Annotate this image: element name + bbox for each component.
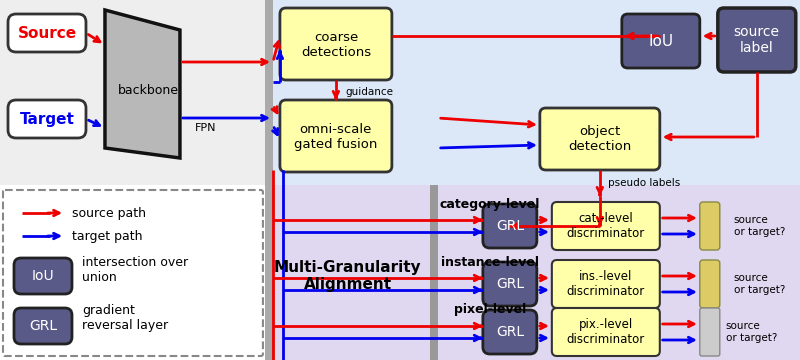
Text: pseudo labels: pseudo labels <box>608 178 680 188</box>
Text: GRL: GRL <box>29 319 57 333</box>
Text: GRL: GRL <box>496 325 524 339</box>
Text: source
or target?: source or target? <box>734 215 785 237</box>
Text: coarse
detections: coarse detections <box>301 31 371 59</box>
Text: target path: target path <box>72 230 142 243</box>
Text: source
or target?: source or target? <box>726 321 777 343</box>
FancyBboxPatch shape <box>8 14 86 52</box>
Polygon shape <box>105 10 180 158</box>
Text: IoU: IoU <box>648 33 674 49</box>
Bar <box>430 185 438 360</box>
Text: instance-level: instance-level <box>441 256 539 269</box>
Text: IoU: IoU <box>32 269 54 283</box>
FancyBboxPatch shape <box>280 100 392 172</box>
Text: source path: source path <box>72 207 146 220</box>
FancyBboxPatch shape <box>552 202 660 250</box>
Text: pix.-level
discriminator: pix.-level discriminator <box>566 318 645 346</box>
FancyBboxPatch shape <box>552 308 660 356</box>
Text: pixel-level: pixel-level <box>454 303 526 316</box>
FancyBboxPatch shape <box>8 100 86 138</box>
FancyBboxPatch shape <box>3 190 263 356</box>
Text: Multi-Granularity
Alignment: Multi-Granularity Alignment <box>274 260 422 292</box>
Text: Source: Source <box>18 26 77 41</box>
Bar <box>268 185 800 360</box>
Bar <box>268 0 800 185</box>
Text: FPN: FPN <box>195 123 217 133</box>
FancyBboxPatch shape <box>622 14 700 68</box>
Text: omni-scale
gated fusion: omni-scale gated fusion <box>294 123 378 151</box>
Text: ins.-level
discriminator: ins.-level discriminator <box>566 270 645 298</box>
Text: GRL: GRL <box>496 219 524 233</box>
Text: GRL: GRL <box>496 277 524 291</box>
Text: cat.-level
discriminator: cat.-level discriminator <box>566 212 645 240</box>
FancyBboxPatch shape <box>483 262 537 306</box>
Text: object
detection: object detection <box>568 125 631 153</box>
FancyBboxPatch shape <box>700 308 720 356</box>
Text: source
label: source label <box>734 25 780 55</box>
FancyBboxPatch shape <box>14 258 72 294</box>
FancyBboxPatch shape <box>483 204 537 248</box>
Text: intersection over
union: intersection over union <box>82 256 188 284</box>
Text: source
or target?: source or target? <box>734 273 785 295</box>
FancyBboxPatch shape <box>14 308 72 344</box>
Bar <box>265 0 273 360</box>
FancyBboxPatch shape <box>700 202 720 250</box>
Text: category-level: category-level <box>440 198 540 211</box>
Bar <box>0 0 268 185</box>
FancyBboxPatch shape <box>280 8 392 80</box>
FancyBboxPatch shape <box>700 260 720 308</box>
FancyBboxPatch shape <box>483 310 537 354</box>
Text: Target: Target <box>19 112 74 126</box>
Text: gradient
reversal layer: gradient reversal layer <box>82 304 168 332</box>
FancyBboxPatch shape <box>718 8 796 72</box>
Text: guidance: guidance <box>345 87 393 97</box>
Text: backbone: backbone <box>118 84 178 96</box>
FancyBboxPatch shape <box>552 260 660 308</box>
FancyBboxPatch shape <box>540 108 660 170</box>
